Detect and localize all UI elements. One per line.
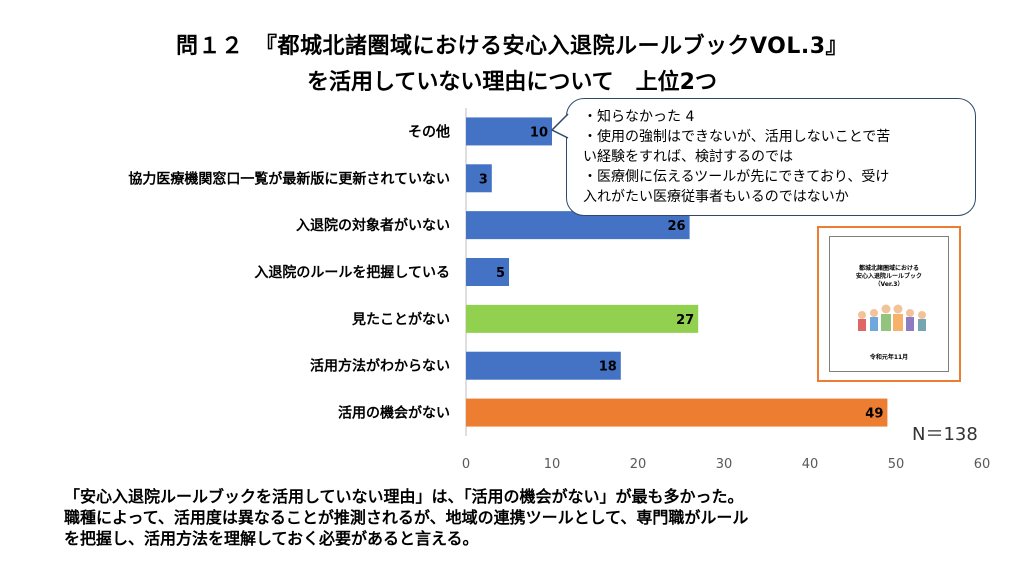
x-tick-label: 60 — [974, 457, 991, 472]
summary-line: 「安心入退院ルールブックを活用していない理由」は、「活用の機会がない」が最も多か… — [64, 487, 744, 506]
category-label: その他 — [408, 123, 450, 140]
x-tick-label: 40 — [802, 457, 819, 472]
data-label: 26 — [668, 219, 686, 234]
callout-line: ・知らなかった 4 — [583, 109, 695, 125]
summary-line: を把握し、活用方法を理解しておく必要があると言える。 — [64, 529, 479, 548]
rulebook-cover-title: 都城北諸圏域における 安心入退院ルールブック （Ver.3） — [830, 265, 948, 289]
x-tick-label: 10 — [544, 457, 561, 472]
category-label: 活用の機会がない — [338, 405, 450, 422]
category-label: 入退院の対象者がいない — [296, 217, 450, 234]
bar — [466, 164, 492, 193]
rulebook-cover-date: 令和元年11月 — [869, 354, 909, 361]
chart-title-line2: を活用していない理由について 上位2つ — [307, 70, 717, 95]
data-label: 18 — [599, 360, 617, 375]
bar — [466, 398, 888, 427]
bar — [466, 258, 509, 286]
rulebook-cover-thumbnail: 都城北諸圏域における 安心入退院ルールブック （Ver.3） 令和元年11月 — [817, 226, 961, 382]
callout-line: い経験をすれば、検討するのでは — [583, 149, 793, 165]
callout-line: ・医療側に伝えるツールが先にできており、受け — [583, 169, 890, 185]
people-illustration-icon — [858, 304, 926, 331]
category-label: 入退院のルールを把握している — [254, 264, 450, 281]
sample-size-label: N＝138 — [912, 424, 978, 445]
rulebook-cover-page: 都城北諸圏域における 安心入退院ルールブック （Ver.3） 令和元年11月 — [829, 236, 949, 372]
bar — [466, 304, 699, 333]
callout-line: 入れがたい医療従事者もいるのではないか — [583, 189, 849, 205]
callout-tail — [550, 113, 569, 139]
bar — [466, 351, 621, 380]
comment-callout: ・知らなかった 4 ・使用の強制はできないが、活用しないことで苦 い経験をすれば… — [566, 98, 976, 216]
x-tick-label: 0 — [462, 457, 470, 472]
x-tick-label: 30 — [716, 457, 733, 472]
data-label: 27 — [676, 313, 694, 328]
cover-title-line: 都城北諸圏域における — [858, 265, 919, 272]
summary-text: 「安心入退院ルールブックを活用していない理由」は、「活用の機会がない」が最も多か… — [64, 486, 1004, 549]
x-tick-label: 50 — [888, 457, 905, 472]
data-label: 10 — [530, 125, 548, 140]
category-label: 活用方法がわからない — [310, 358, 450, 375]
bar — [466, 117, 552, 146]
data-label: 5 — [496, 266, 505, 281]
cover-title-line: （Ver.3） — [874, 281, 904, 288]
callout-line: ・使用の強制はできないが、活用しないことで苦 — [583, 129, 891, 145]
summary-line: 職種によって、活用度は異なることが推測されるが、地域の連携ツールとして、専門職が… — [64, 508, 749, 527]
category-label: 見たことがない — [351, 311, 450, 328]
cover-title-line: 安心入退院ルールブック — [855, 273, 922, 280]
category-label: 協力医療機関窓口一覧が最新版に更新されていない — [128, 170, 450, 187]
chart-title-line1: 問１２ 『都城北諸圏域における安心入退院ルールブックVOL.3』 — [175, 34, 849, 59]
data-label: 3 — [479, 172, 488, 187]
data-label: 49 — [865, 407, 883, 422]
x-tick-label: 20 — [630, 457, 647, 472]
